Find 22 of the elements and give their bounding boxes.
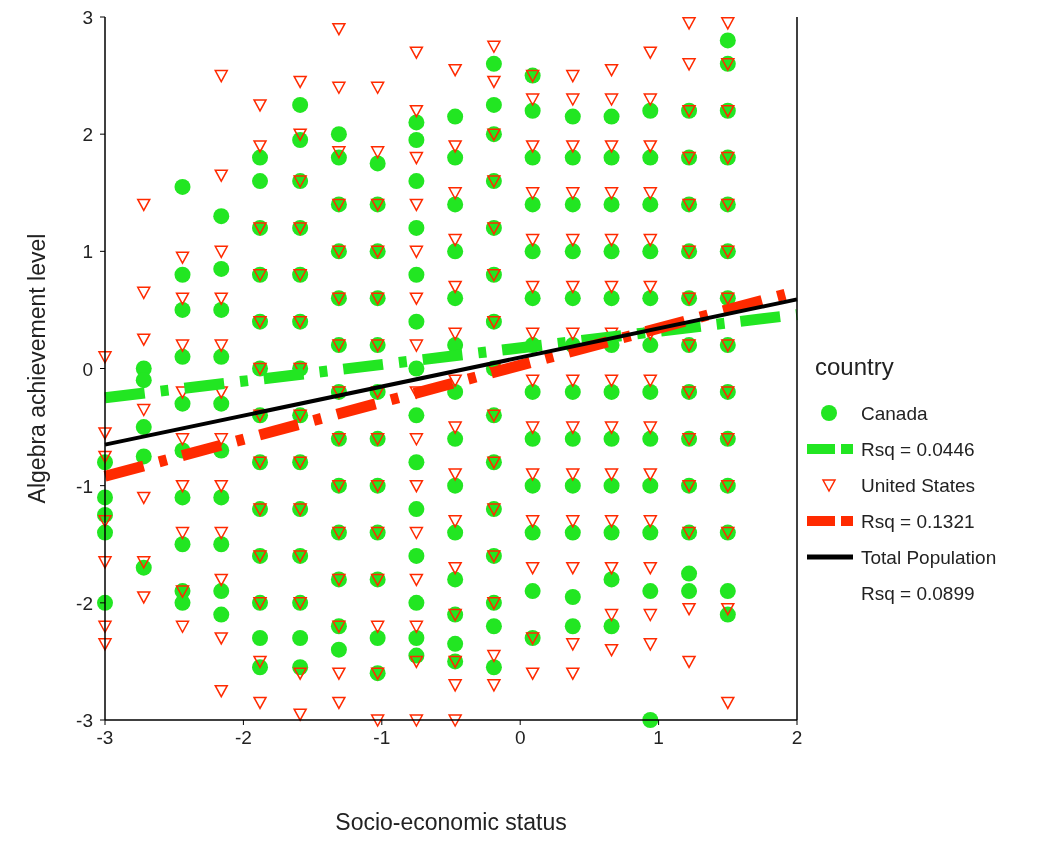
legend-label: Canada: [861, 403, 928, 424]
legend-label: Rsq = 0.1321: [861, 511, 975, 532]
y-tick-label: 0: [82, 358, 93, 380]
x-tick-label: 2: [791, 727, 803, 748]
y-tick-label: -1: [76, 475, 93, 497]
x-tick-label: 1: [653, 727, 664, 748]
x-axis-title: Socio-economic status: [335, 809, 567, 835]
legend-title: country: [815, 353, 894, 380]
y-tick-label: 1: [82, 241, 93, 263]
legend-label: Rsq = 0.0446: [861, 439, 975, 460]
y-tick-label: -2: [76, 592, 93, 614]
y-tick-label: 3: [82, 7, 93, 28]
x-tick-label: 0: [514, 727, 526, 748]
y-tick-label: 2: [82, 124, 93, 146]
x-tick-label: -3: [96, 727, 114, 748]
text: Rsq = 0.0899: [861, 583, 975, 604]
x-tick-label: -1: [373, 727, 391, 748]
legend-label: United States: [861, 475, 976, 496]
y-axis-title: Algebra achievement level: [24, 233, 50, 504]
x-tick-label: -2: [234, 727, 252, 748]
y-tick-label: -3: [76, 710, 93, 731]
legend-label: Total Population: [861, 547, 997, 568]
